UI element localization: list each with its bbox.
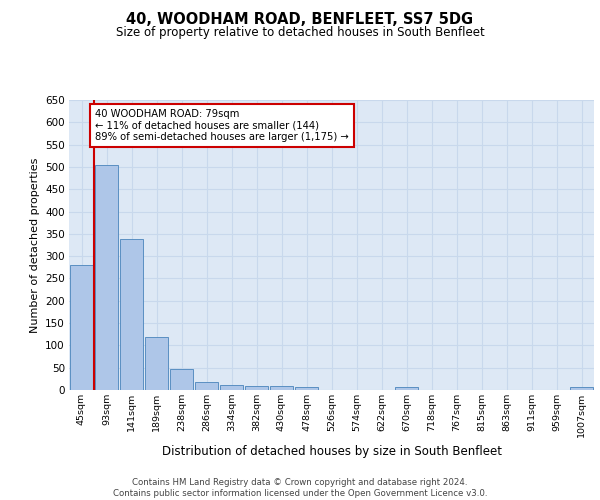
Y-axis label: Number of detached properties: Number of detached properties <box>29 158 40 332</box>
Bar <box>170 369 193 390</box>
Bar <box>95 164 118 390</box>
Bar <box>395 388 418 390</box>
Bar <box>245 386 268 390</box>
Text: 40, WOODHAM ROAD, BENFLEET, SS7 5DG: 40, WOODHAM ROAD, BENFLEET, SS7 5DG <box>127 12 473 28</box>
Bar <box>70 265 93 390</box>
Bar <box>120 239 143 390</box>
Bar <box>270 386 293 390</box>
Bar <box>220 385 243 390</box>
Text: 40 WOODHAM ROAD: 79sqm
← 11% of detached houses are smaller (144)
89% of semi-de: 40 WOODHAM ROAD: 79sqm ← 11% of detached… <box>95 109 349 142</box>
Bar <box>570 388 593 390</box>
Bar <box>295 388 318 390</box>
Bar <box>145 337 168 390</box>
Bar <box>195 382 218 390</box>
Text: Size of property relative to detached houses in South Benfleet: Size of property relative to detached ho… <box>116 26 484 39</box>
Text: Contains HM Land Registry data © Crown copyright and database right 2024.
Contai: Contains HM Land Registry data © Crown c… <box>113 478 487 498</box>
X-axis label: Distribution of detached houses by size in South Benfleet: Distribution of detached houses by size … <box>161 446 502 458</box>
